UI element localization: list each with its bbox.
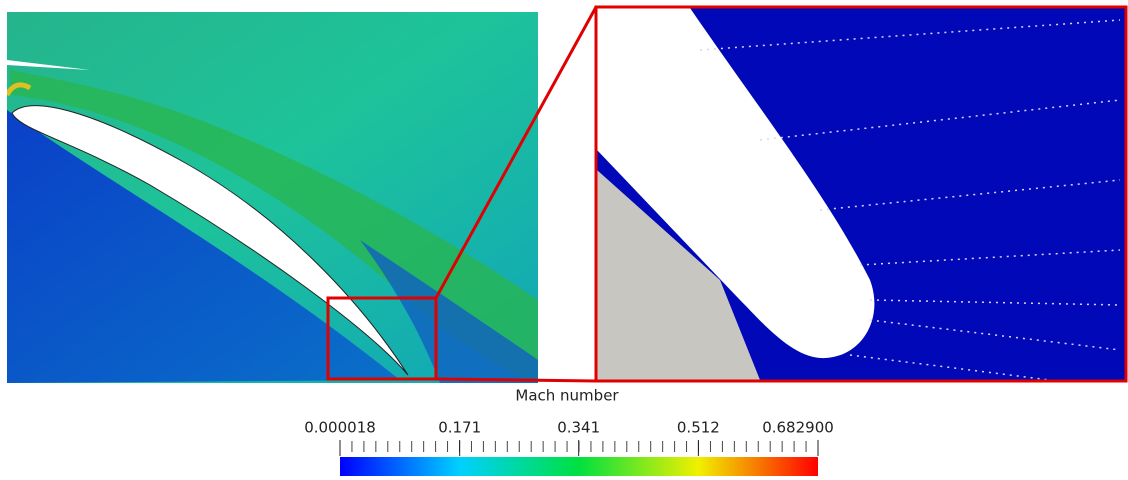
visualization: Mach number 0.000018 0.171 0.341 0.512 0.682… bbox=[0, 0, 1128, 476]
tick-label: 0.682900 bbox=[762, 419, 834, 437]
tick-label: 0.341 bbox=[557, 419, 600, 437]
tick-label: 0.000018 bbox=[304, 419, 376, 437]
colorbar-ticks: 0.000018 0.171 0.341 0.512 0.682900 bbox=[304, 419, 834, 457]
page: Mach number 0.000018 0.171 0.341 0.512 0.682… bbox=[0, 0, 1128, 476]
colorbar bbox=[340, 457, 818, 476]
tick-label: 0.171 bbox=[438, 419, 481, 437]
colorbar-title: Mach number bbox=[515, 387, 619, 405]
flow-field-zoom bbox=[597, 8, 1125, 380]
flow-field-overview bbox=[7, 12, 538, 383]
tick-label: 0.512 bbox=[677, 419, 720, 437]
